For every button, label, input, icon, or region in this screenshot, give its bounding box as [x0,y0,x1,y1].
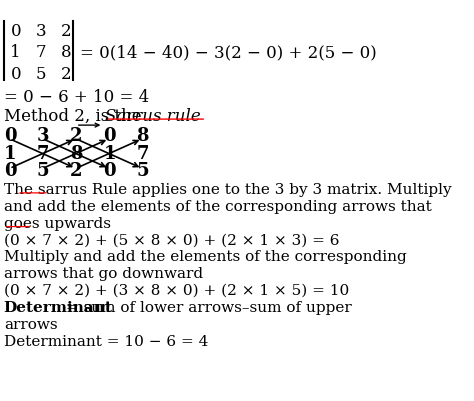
Text: 2: 2 [70,162,82,180]
Text: 3: 3 [36,23,46,40]
Text: = sum of lower arrows–sum of upper: = sum of lower arrows–sum of upper [61,301,351,315]
Text: arrows: arrows [4,318,57,332]
Text: 7: 7 [37,145,49,162]
Text: 5: 5 [137,162,149,180]
Text: Method 2, is the: Method 2, is the [4,108,146,125]
Text: 7: 7 [137,145,149,162]
Text: 3: 3 [37,128,49,145]
Text: 8: 8 [70,145,82,162]
Text: 2: 2 [70,128,82,145]
Text: 2: 2 [61,23,71,40]
Text: = 0 − 6 + 10 = 4: = 0 − 6 + 10 = 4 [4,89,149,105]
Text: 1: 1 [103,145,116,162]
Text: The sarrus Rule applies one to the 3 by 3 matrix. Multiply: The sarrus Rule applies one to the 3 by … [4,183,451,197]
Text: 1: 1 [10,45,21,61]
Text: 2: 2 [61,66,71,83]
Text: and add the elements of the corresponding arrows that: and add the elements of the correspondin… [4,200,431,214]
Text: 8: 8 [137,128,149,145]
Text: 0: 0 [10,66,21,83]
Text: 5: 5 [37,162,50,180]
Text: Determinant: Determinant [4,301,113,315]
Text: arrows that go downward: arrows that go downward [4,267,203,281]
Text: (0 × 7 × 2) + (5 × 8 × 0) + (2 × 1 × 3) = 6: (0 × 7 × 2) + (5 × 8 × 0) + (2 × 1 × 3) … [4,234,339,247]
Text: Multiply and add the elements of the corresponding: Multiply and add the elements of the cor… [4,251,407,264]
Text: = 0(14 − 40) − 3(2 − 0) + 2(5 − 0): = 0(14 − 40) − 3(2 − 0) + 2(5 − 0) [80,45,376,61]
Text: 5: 5 [36,66,46,83]
Text: goes upwards: goes upwards [4,217,111,231]
Text: 1: 1 [4,145,16,162]
Text: 0: 0 [4,162,17,180]
Text: 0: 0 [103,128,116,145]
Text: Determinant = 10 − 6 = 4: Determinant = 10 − 6 = 4 [4,335,208,348]
Text: 0: 0 [103,162,116,180]
Text: 0: 0 [4,128,17,145]
Text: 0: 0 [10,23,21,40]
Text: (0 × 7 × 2) + (3 × 8 × 0) + (2 × 1 × 5) = 10: (0 × 7 × 2) + (3 × 8 × 0) + (2 × 1 × 5) … [4,284,349,298]
Text: 8: 8 [61,45,71,61]
Text: 7: 7 [36,45,46,61]
Text: Sarrus rule: Sarrus rule [105,108,201,125]
